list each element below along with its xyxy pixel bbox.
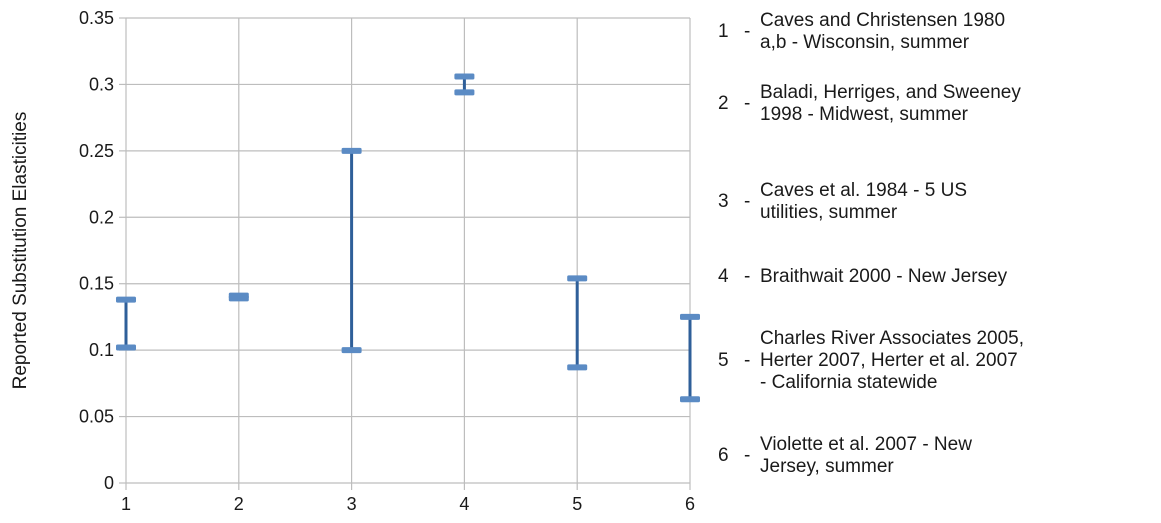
range-low-cap xyxy=(454,89,475,96)
legend-text: Caves and Christensen 1980 a,b - Wisconsi… xyxy=(760,10,1005,54)
legend-text-line: utilities, summer xyxy=(760,202,898,223)
legend-number: 3 xyxy=(718,191,729,212)
y-axis-label: Reported Substitution Elasticities xyxy=(10,112,31,390)
range-high-cap xyxy=(116,296,136,303)
legend-dash: - xyxy=(744,191,751,212)
legend-number: 6 xyxy=(718,445,729,466)
legend-entry: 4- Braithwait 2000 - New Jersey xyxy=(718,266,1158,288)
legend-number: 1 xyxy=(718,21,729,42)
y-tick-label: 0.25 xyxy=(79,141,114,161)
x-tick-label: 6 xyxy=(685,494,695,514)
legend-number: 2 xyxy=(718,93,729,114)
x-tick-label: 5 xyxy=(572,494,582,514)
grid xyxy=(119,17,691,490)
y-tick-label: 0 xyxy=(104,473,114,493)
range-high-cap xyxy=(454,73,475,80)
legend-dash: - xyxy=(744,21,751,42)
legend-text-line: Charles River Associates 2005, xyxy=(760,328,1025,349)
y-tick-label: 0.05 xyxy=(79,407,114,427)
legend-dash: - xyxy=(744,93,751,114)
legend-text-line: Jersey, summer xyxy=(760,456,894,477)
legend-text: Charles River Associates 2005, Herter 200… xyxy=(760,328,1024,394)
y-tick-label: 0.1 xyxy=(89,340,114,360)
legend-entry: 1- Caves and Christensen 1980 a,b - Wiscon… xyxy=(718,10,1158,54)
range-high-cap xyxy=(567,275,588,282)
legend-text-line: Caves et al. 1984 - 5 US xyxy=(760,180,967,201)
legend-text: Caves et al. 1984 - 5 US utilities, summe… xyxy=(760,180,967,224)
legend-text: Violette et al. 2007 - New Jersey, summer xyxy=(760,434,972,478)
y-tick-label: 0.35 xyxy=(79,8,114,28)
range-low-cap xyxy=(228,295,249,302)
legend-entry: 5- Charles River Associates 2005, Herter 2… xyxy=(718,328,1158,394)
range-low-cap xyxy=(680,396,700,403)
x-tick-label: 4 xyxy=(459,494,469,514)
x-tick-label: 2 xyxy=(234,494,244,514)
x-tick-label: 1 xyxy=(121,494,131,514)
legend-dash: - xyxy=(744,445,751,466)
legend-entry: 6- Violette et al. 2007 - New Jersey, summ… xyxy=(718,434,1158,478)
y-tick-labels: 0 0.05 0.1 0.15 0.2 0.25 0.3 0.35 xyxy=(79,8,114,493)
legend-text: Braithwait 2000 - New Jersey xyxy=(760,266,1007,288)
legend-text-line: Braithwait 2000 - New Jersey xyxy=(760,266,1008,287)
legend-text-line: Violette et al. 2007 - New xyxy=(760,434,972,455)
y-tick-label: 0.3 xyxy=(89,74,114,94)
x-tick-label: 3 xyxy=(347,494,357,514)
x-tick-labels: 1 2 3 4 5 6 xyxy=(121,494,695,514)
legend-text-line: 1998 - Midwest, summer xyxy=(760,104,969,125)
y-tick-label: 0.2 xyxy=(89,207,114,227)
range-low-cap xyxy=(567,364,588,371)
legend-entry: 2- Baladi, Herriges, and Sweeney 1998 - Mi… xyxy=(718,82,1158,126)
legend-text-line: - California statewide xyxy=(760,372,938,393)
legend-text-line: Caves and Christensen 1980 xyxy=(760,10,1006,31)
range-low-cap xyxy=(341,347,362,354)
legend-dash: - xyxy=(744,266,751,287)
range-high-cap xyxy=(680,313,700,320)
y-tick-label: 0.15 xyxy=(79,274,114,294)
legend-text-line: Herter 2007, Herter et al. 2007 xyxy=(760,350,1018,371)
legend-dash: - xyxy=(744,350,751,371)
range-bars xyxy=(116,73,700,403)
legend-text-line: Baladi, Herriges, and Sweeney xyxy=(760,82,1021,103)
range-low-cap xyxy=(116,344,136,351)
legend-entry: 3- Caves et al. 1984 - 5 US utilities, sum… xyxy=(718,180,1158,224)
legend-number: 5 xyxy=(718,350,729,371)
legend-number: 4 xyxy=(718,266,729,287)
legend-text-line: a,b - Wisconsin, summer xyxy=(760,32,970,53)
legend-text: Baladi, Herriges, and Sweeney 1998 - Midw… xyxy=(760,82,1021,126)
range-chart: 0 0.05 0.1 0.15 0.2 0.25 0.3 0.35 1 2 3 4 5 6 Report… xyxy=(10,8,700,514)
range-high-cap xyxy=(341,147,362,154)
